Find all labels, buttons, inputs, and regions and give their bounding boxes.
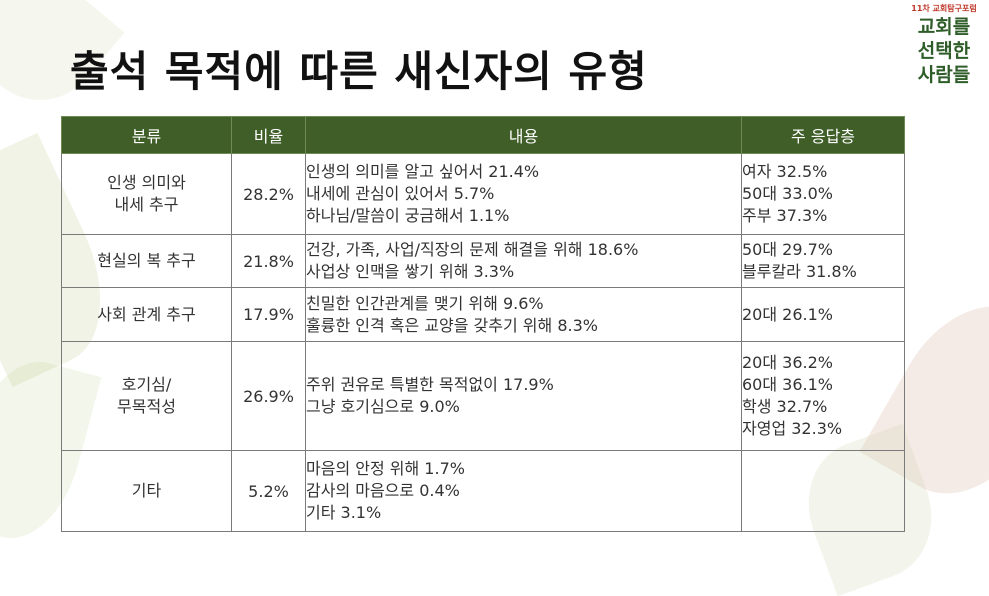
page-title: 출석 목적에 따른 새신자의 유형 [70, 47, 648, 96]
content-line: 기타 3.1% [306, 503, 382, 522]
respondents-cell [741, 450, 905, 532]
content-line: 훌륭한 인격 혹은 교양을 갖추기 위해 8.3% [306, 315, 598, 335]
ratio-cell: 21.8% [231, 234, 306, 288]
table-row: 기타 5.2% 마음의 안정 위해 1.7% 감사의 마음으로 0.4% 기타 … [61, 450, 905, 532]
respondent-line: 학생 32.7% [742, 397, 828, 416]
respondent-line: 자영업 32.3% [742, 419, 843, 438]
table-row: 호기심/ 무목적성 26.9% 주위 권유로 특별한 목적없이 17.9% 그냥… [61, 341, 905, 451]
category-cell: 현실의 복 추구 [61, 234, 232, 288]
content-line: 사업상 인맥을 쌓기 위해 3.3% [306, 262, 515, 281]
respondent-line: 60대 36.1% [742, 375, 833, 394]
content-line: 주위 권유로 특별한 목적없이 17.9% [306, 375, 554, 394]
content-line: 마음의 안정 위해 1.7% [306, 459, 465, 478]
logo-line: 선택한 [917, 40, 971, 62]
content-line: 그냥 호기심으로 9.0% [306, 397, 460, 416]
category-line: 내세 추구 [114, 195, 179, 214]
category-cell: 기타 [61, 450, 232, 532]
respondents-cell: 여자 32.5% 50대 33.0% 주부 37.3% [741, 153, 905, 235]
ratio-cell: 26.9% [231, 341, 306, 451]
ratio-cell: 28.2% [231, 153, 306, 235]
category-line: 현실의 복 추구 [97, 251, 196, 270]
respondents-cell: 50대 29.7% 블루칼라 31.8% [741, 234, 905, 288]
category-line: 무목적성 [117, 397, 176, 416]
respondent-line: 50대 29.7% [742, 240, 833, 259]
respondent-line: 블루칼라 31.8% [742, 262, 857, 281]
category-cell: 사회 관계 추구 [61, 287, 232, 342]
category-cell: 호기심/ 무목적성 [61, 341, 232, 451]
contents-cell: 마음의 안정 위해 1.7% 감사의 마음으로 0.4% 기타 3.1% [305, 450, 742, 532]
content-line: 내세에 관심이 있어서 5.7% [306, 184, 495, 203]
visitor-type-table: 분류 비율 내용 주 응답층 인생 의미와 내세 추구 28.2% 인생의 의미… [61, 116, 905, 532]
table-row: 현실의 복 추구 21.8% 건강, 가족, 사업/직장의 문제 해결을 위해 … [61, 234, 905, 288]
contents-cell: 주위 권유로 특별한 목적없이 17.9% 그냥 호기심으로 9.0% [305, 341, 742, 451]
header-contents: 내용 [305, 116, 742, 154]
category-line: 기타 [131, 481, 162, 500]
ratio-cell: 5.2% [231, 450, 306, 532]
category-line: 사회 관계 추구 [97, 304, 196, 324]
logo-line: 교회를 [917, 16, 971, 38]
respondent-line: 주부 37.3% [742, 206, 828, 225]
ratio-cell: 17.9% [231, 287, 306, 342]
header-ratio: 비율 [231, 116, 306, 154]
content-line: 건강, 가족, 사업/직장의 문제 해결을 위해 18.6% [306, 240, 639, 259]
respondent-line: 여자 32.5% [742, 162, 828, 181]
category-line: 인생 의미와 [107, 173, 186, 192]
contents-cell: 인생의 의미를 알고 싶어서 21.4% 내세에 관심이 있어서 5.7% 하나… [305, 153, 742, 235]
content-line: 인생의 의미를 알고 싶어서 21.4% [306, 162, 540, 181]
forum-logo: 11차 교회탐구포럼 교회를 선택한 사람들 [906, 4, 982, 86]
respondent-line: 20대 36.2% [742, 353, 833, 372]
contents-cell: 친밀한 인간관계를 맺기 위해 9.6% 훌륭한 인격 혹은 교양을 갖추기 위… [305, 287, 742, 342]
table-header-row: 분류 비율 내용 주 응답층 [61, 116, 905, 154]
category-cell: 인생 의미와 내세 추구 [61, 153, 232, 235]
contents-cell: 건강, 가족, 사업/직장의 문제 해결을 위해 18.6% 사업상 인맥을 쌓… [305, 234, 742, 288]
respondent-line: 50대 33.0% [742, 184, 833, 203]
content-line: 감사의 마음으로 0.4% [306, 481, 460, 500]
logo-line: 사람들 [917, 64, 971, 86]
header-respondents: 주 응답층 [741, 116, 905, 154]
table-row: 사회 관계 추구 17.9% 친밀한 인간관계를 맺기 위해 9.6% 훌륭한 … [61, 287, 905, 342]
category-line: 호기심/ [121, 375, 172, 394]
header-category: 분류 [61, 116, 232, 154]
respondents-cell: 20대 36.2% 60대 36.1% 학생 32.7% 자영업 32.3% [741, 341, 905, 451]
content-line: 하나님/말씀이 궁금해서 1.1% [306, 206, 510, 225]
table-row: 인생 의미와 내세 추구 28.2% 인생의 의미를 알고 싶어서 21.4% … [61, 153, 905, 235]
logo-subtitle: 11차 교회탐구포럼 [911, 4, 977, 13]
respondents-cell: 20대 26.1% [741, 287, 905, 342]
content-line: 친밀한 인간관계를 맺기 위해 9.6% [306, 293, 544, 313]
respondent-line: 20대 26.1% [742, 304, 833, 324]
